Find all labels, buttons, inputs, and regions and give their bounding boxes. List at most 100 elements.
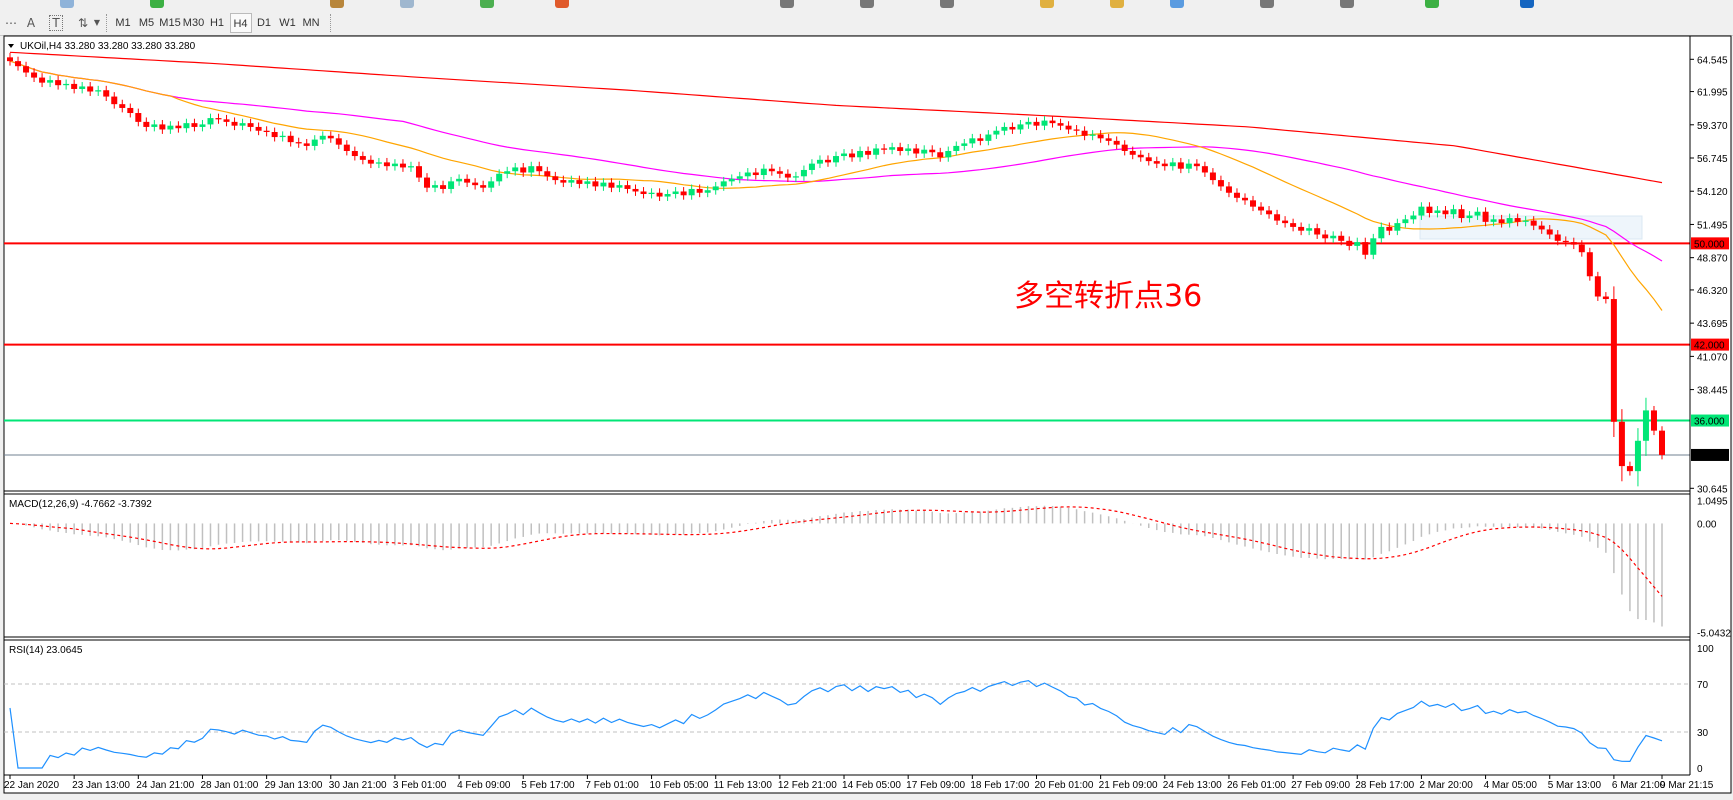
- period-sep-icon[interactable]: [780, 0, 794, 8]
- candle-bull[interactable]: [1041, 120, 1048, 126]
- candle-bull[interactable]: [504, 171, 511, 174]
- options-icon[interactable]: [1520, 0, 1534, 8]
- candle-bear[interactable]: [1113, 140, 1120, 145]
- candle-bear[interactable]: [55, 80, 62, 86]
- candle-bear[interactable]: [1458, 209, 1465, 219]
- candle-bear[interactable]: [1009, 126, 1016, 130]
- candle-bull[interactable]: [993, 130, 1000, 135]
- candle-bull[interactable]: [311, 139, 318, 146]
- candle-bull[interactable]: [1394, 223, 1401, 231]
- candle-bear[interactable]: [175, 125, 182, 129]
- candle-bear[interactable]: [87, 86, 94, 92]
- candle-bull[interactable]: [921, 149, 928, 154]
- candle-bear[interactable]: [1498, 219, 1505, 224]
- candle-bear[interactable]: [1426, 206, 1433, 213]
- candle-bear[interactable]: [263, 130, 270, 133]
- candle-bear[interactable]: [1105, 138, 1112, 141]
- candle-bear[interactable]: [913, 148, 920, 154]
- candle-bear[interactable]: [1193, 163, 1200, 167]
- arrows-tool-icon[interactable]: ⇅: [77, 16, 89, 30]
- candle-bear[interactable]: [1386, 226, 1393, 231]
- candle-bear[interactable]: [696, 188, 703, 193]
- candle-bull[interactable]: [1410, 215, 1417, 220]
- candle-bear[interactable]: [464, 178, 471, 183]
- candle-bull[interactable]: [183, 123, 190, 129]
- candle-bull[interactable]: [496, 173, 503, 182]
- candle-bear[interactable]: [552, 176, 559, 181]
- candle-bull[interactable]: [985, 134, 992, 141]
- candle-bull[interactable]: [1185, 163, 1192, 169]
- candle-bear[interactable]: [1033, 121, 1040, 126]
- candle-bull[interactable]: [407, 166, 414, 168]
- candle-bear[interactable]: [39, 77, 46, 83]
- candle-bear[interactable]: [1153, 161, 1160, 164]
- candle-bear[interactable]: [231, 121, 238, 126]
- timeframe-mn[interactable]: MN: [302, 17, 320, 29]
- candle-bull[interactable]: [1506, 218, 1513, 224]
- vline-icon[interactable]: [1340, 0, 1354, 8]
- candle-bear[interactable]: [191, 123, 198, 127]
- candle-bear[interactable]: [1129, 150, 1136, 155]
- candle-bear[interactable]: [215, 118, 222, 120]
- candle-bear[interactable]: [1266, 210, 1273, 215]
- add-icon[interactable]: [1425, 0, 1439, 8]
- text-label-tool-icon[interactable]: T: [49, 15, 63, 31]
- candle-bear[interactable]: [1282, 220, 1289, 224]
- candle-bull[interactable]: [1490, 219, 1497, 222]
- candle-bull[interactable]: [1330, 235, 1337, 239]
- candle-bear[interactable]: [576, 180, 583, 184]
- candle-bull[interactable]: [528, 166, 535, 173]
- timeframe-d1[interactable]: D1: [256, 17, 272, 29]
- candle-bull[interactable]: [1370, 238, 1377, 255]
- candle-bull[interactable]: [1025, 121, 1032, 125]
- stop-icon[interactable]: [555, 0, 569, 8]
- candle-bear[interactable]: [865, 150, 872, 155]
- candle-bull[interactable]: [47, 80, 54, 83]
- timeframe-h4[interactable]: H4: [229, 13, 252, 33]
- candle-bear[interactable]: [977, 138, 984, 141]
- candle-bear[interactable]: [271, 132, 278, 138]
- candle-bull[interactable]: [584, 181, 591, 184]
- candle-bear[interactable]: [103, 90, 110, 97]
- candle-bear[interactable]: [1049, 120, 1056, 124]
- candle-bear[interactable]: [1161, 163, 1168, 167]
- timeframe-w1[interactable]: W1: [279, 17, 296, 29]
- candle-bear[interactable]: [343, 144, 350, 151]
- zoom-icon[interactable]: [60, 0, 74, 8]
- timeframe-m30[interactable]: M30: [182, 17, 205, 29]
- candle-bear[interactable]: [119, 104, 126, 108]
- candle-bear[interactable]: [1362, 242, 1369, 255]
- candle-bull[interactable]: [800, 169, 807, 177]
- candle-bull[interactable]: [279, 135, 286, 138]
- candle-bear[interactable]: [560, 180, 567, 183]
- candle-bear[interactable]: [536, 166, 543, 172]
- price-pane[interactable]: [4, 51, 1690, 487]
- pane-divider[interactable]: [3, 636, 1691, 641]
- candle-bull[interactable]: [1378, 226, 1385, 239]
- candle-bull[interactable]: [319, 135, 326, 140]
- candle-bull[interactable]: [79, 86, 86, 89]
- candle-bull[interactable]: [833, 156, 839, 163]
- window-icon[interactable]: [400, 0, 414, 8]
- candle-bear[interactable]: [1137, 154, 1144, 158]
- pencil-icon[interactable]: [1040, 0, 1054, 8]
- candle-bear[interactable]: [303, 143, 310, 146]
- candle-bear[interactable]: [223, 119, 230, 122]
- candle-bear[interactable]: [351, 150, 358, 157]
- candle-bull[interactable]: [664, 194, 671, 197]
- candle-bear[interactable]: [752, 172, 759, 176]
- candle-bear[interactable]: [1610, 299, 1617, 422]
- candle-bull[interactable]: [704, 190, 711, 193]
- candle-bear[interactable]: [1233, 192, 1240, 198]
- candle-bear[interactable]: [1121, 144, 1128, 151]
- candle-bear[interactable]: [592, 181, 599, 187]
- candle-bear[interactable]: [359, 156, 366, 160]
- candle-bear[interactable]: [1546, 229, 1553, 235]
- candle-bull[interactable]: [905, 148, 912, 151]
- candle-bear[interactable]: [415, 166, 422, 178]
- candle-bear[interactable]: [1586, 252, 1593, 277]
- candle-bull[interactable]: [648, 192, 655, 195]
- candle-bear[interactable]: [624, 185, 631, 189]
- candle-bull[interactable]: [1402, 219, 1409, 224]
